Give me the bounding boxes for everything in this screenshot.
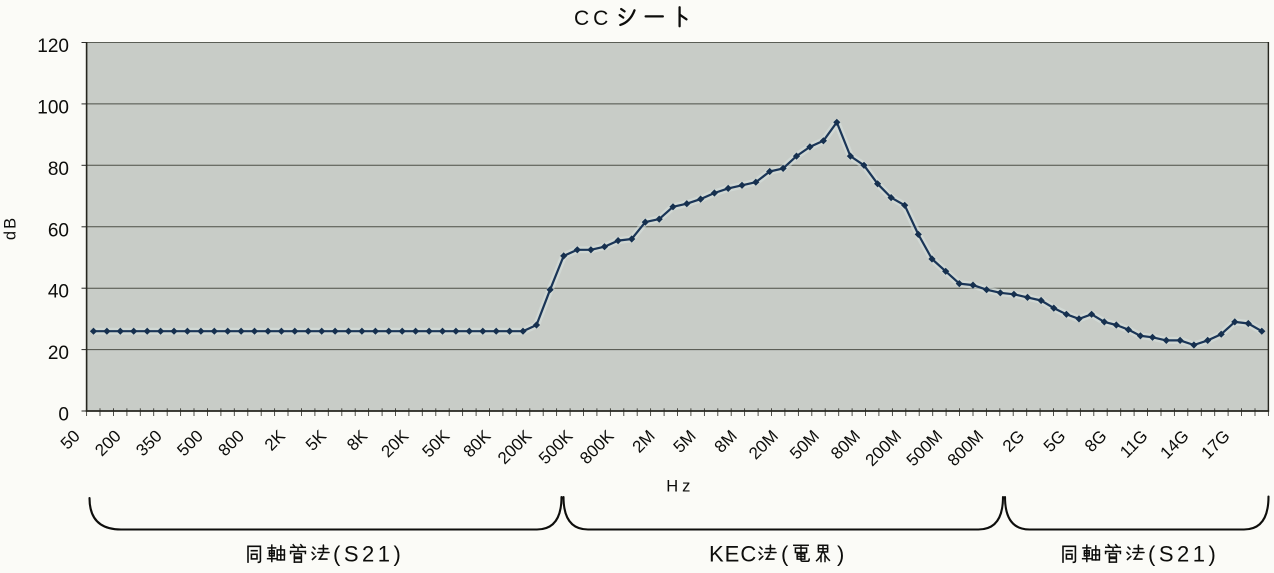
svg-text:120: 120 (37, 36, 69, 57)
svg-text:CC: CC (574, 7, 612, 30)
svg-text:0: 0 (58, 405, 69, 426)
svg-text:80: 80 (48, 159, 69, 180)
svg-text:): ) (837, 542, 844, 567)
svg-text:20: 20 (48, 343, 69, 364)
svg-text:(S21): (S21) (1148, 542, 1219, 567)
svg-text:Hz: Hz (666, 478, 694, 496)
svg-text:(S21): (S21) (333, 542, 404, 567)
svg-text:100: 100 (37, 97, 69, 118)
svg-text:(: ( (781, 542, 789, 567)
svg-text:KEC: KEC (709, 542, 757, 567)
svg-text:dB: dB (2, 216, 20, 240)
svg-text:40: 40 (48, 282, 69, 303)
svg-text:60: 60 (48, 220, 69, 241)
